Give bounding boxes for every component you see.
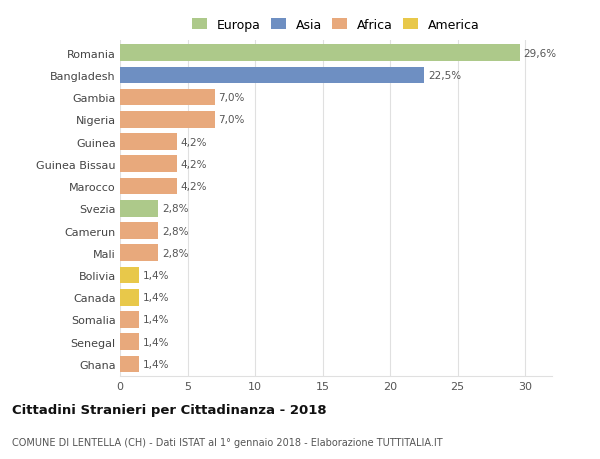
- Text: 1,4%: 1,4%: [143, 293, 169, 302]
- Bar: [120, 289, 139, 306]
- Text: 29,6%: 29,6%: [524, 49, 557, 58]
- Bar: [120, 356, 139, 373]
- Text: 4,2%: 4,2%: [181, 182, 207, 192]
- Text: 4,2%: 4,2%: [181, 159, 207, 169]
- Bar: [120, 267, 139, 284]
- Bar: [120, 156, 176, 173]
- Text: 2,8%: 2,8%: [162, 248, 188, 258]
- Text: COMUNE DI LENTELLA (CH) - Dati ISTAT al 1° gennaio 2018 - Elaborazione TUTTITALI: COMUNE DI LENTELLA (CH) - Dati ISTAT al …: [12, 437, 443, 447]
- Bar: [120, 45, 520, 62]
- Text: 1,4%: 1,4%: [143, 315, 169, 325]
- Text: 2,8%: 2,8%: [162, 204, 188, 214]
- Text: 7,0%: 7,0%: [218, 93, 245, 103]
- Text: 4,2%: 4,2%: [181, 137, 207, 147]
- Text: 22,5%: 22,5%: [428, 71, 461, 81]
- Bar: [120, 67, 424, 84]
- Bar: [120, 179, 176, 195]
- Text: 1,4%: 1,4%: [143, 359, 169, 369]
- Bar: [120, 201, 158, 217]
- Text: 1,4%: 1,4%: [143, 337, 169, 347]
- Text: 2,8%: 2,8%: [162, 226, 188, 236]
- Text: 1,4%: 1,4%: [143, 270, 169, 280]
- Bar: [120, 112, 215, 129]
- Bar: [120, 245, 158, 262]
- Bar: [120, 312, 139, 328]
- Legend: Europa, Asia, Africa, America: Europa, Asia, Africa, America: [192, 19, 480, 32]
- Text: Cittadini Stranieri per Cittadinanza - 2018: Cittadini Stranieri per Cittadinanza - 2…: [12, 403, 326, 416]
- Bar: [120, 90, 215, 106]
- Text: 7,0%: 7,0%: [218, 115, 245, 125]
- Bar: [120, 223, 158, 239]
- Bar: [120, 334, 139, 350]
- Bar: [120, 134, 176, 151]
